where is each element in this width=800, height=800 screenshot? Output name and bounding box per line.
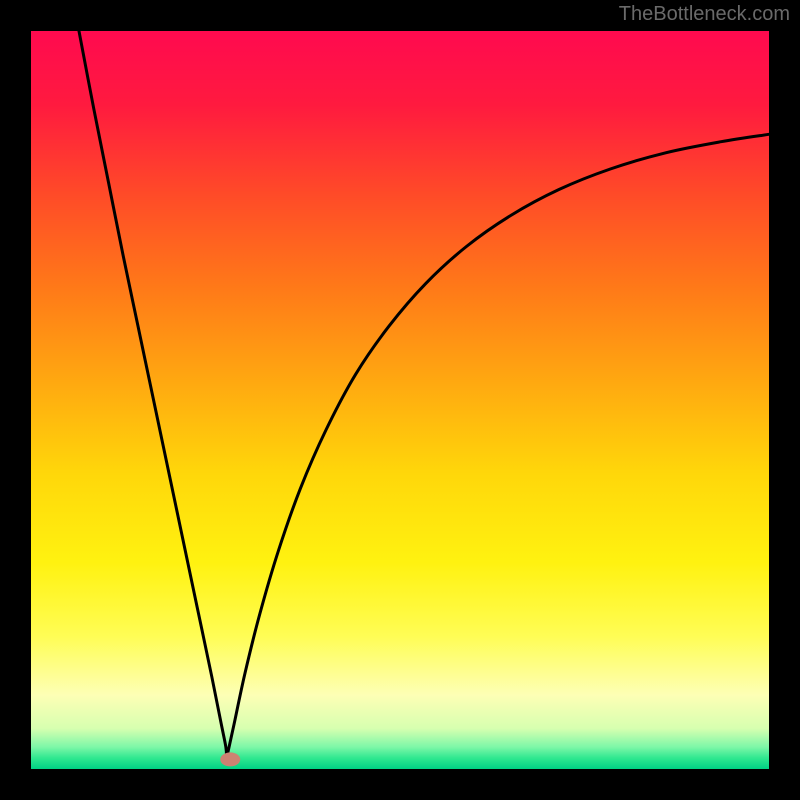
optimum-marker [220, 752, 240, 766]
stage: TheBottleneck.com [0, 0, 800, 800]
plot-background [31, 31, 769, 769]
bottleneck-chart [0, 0, 800, 800]
